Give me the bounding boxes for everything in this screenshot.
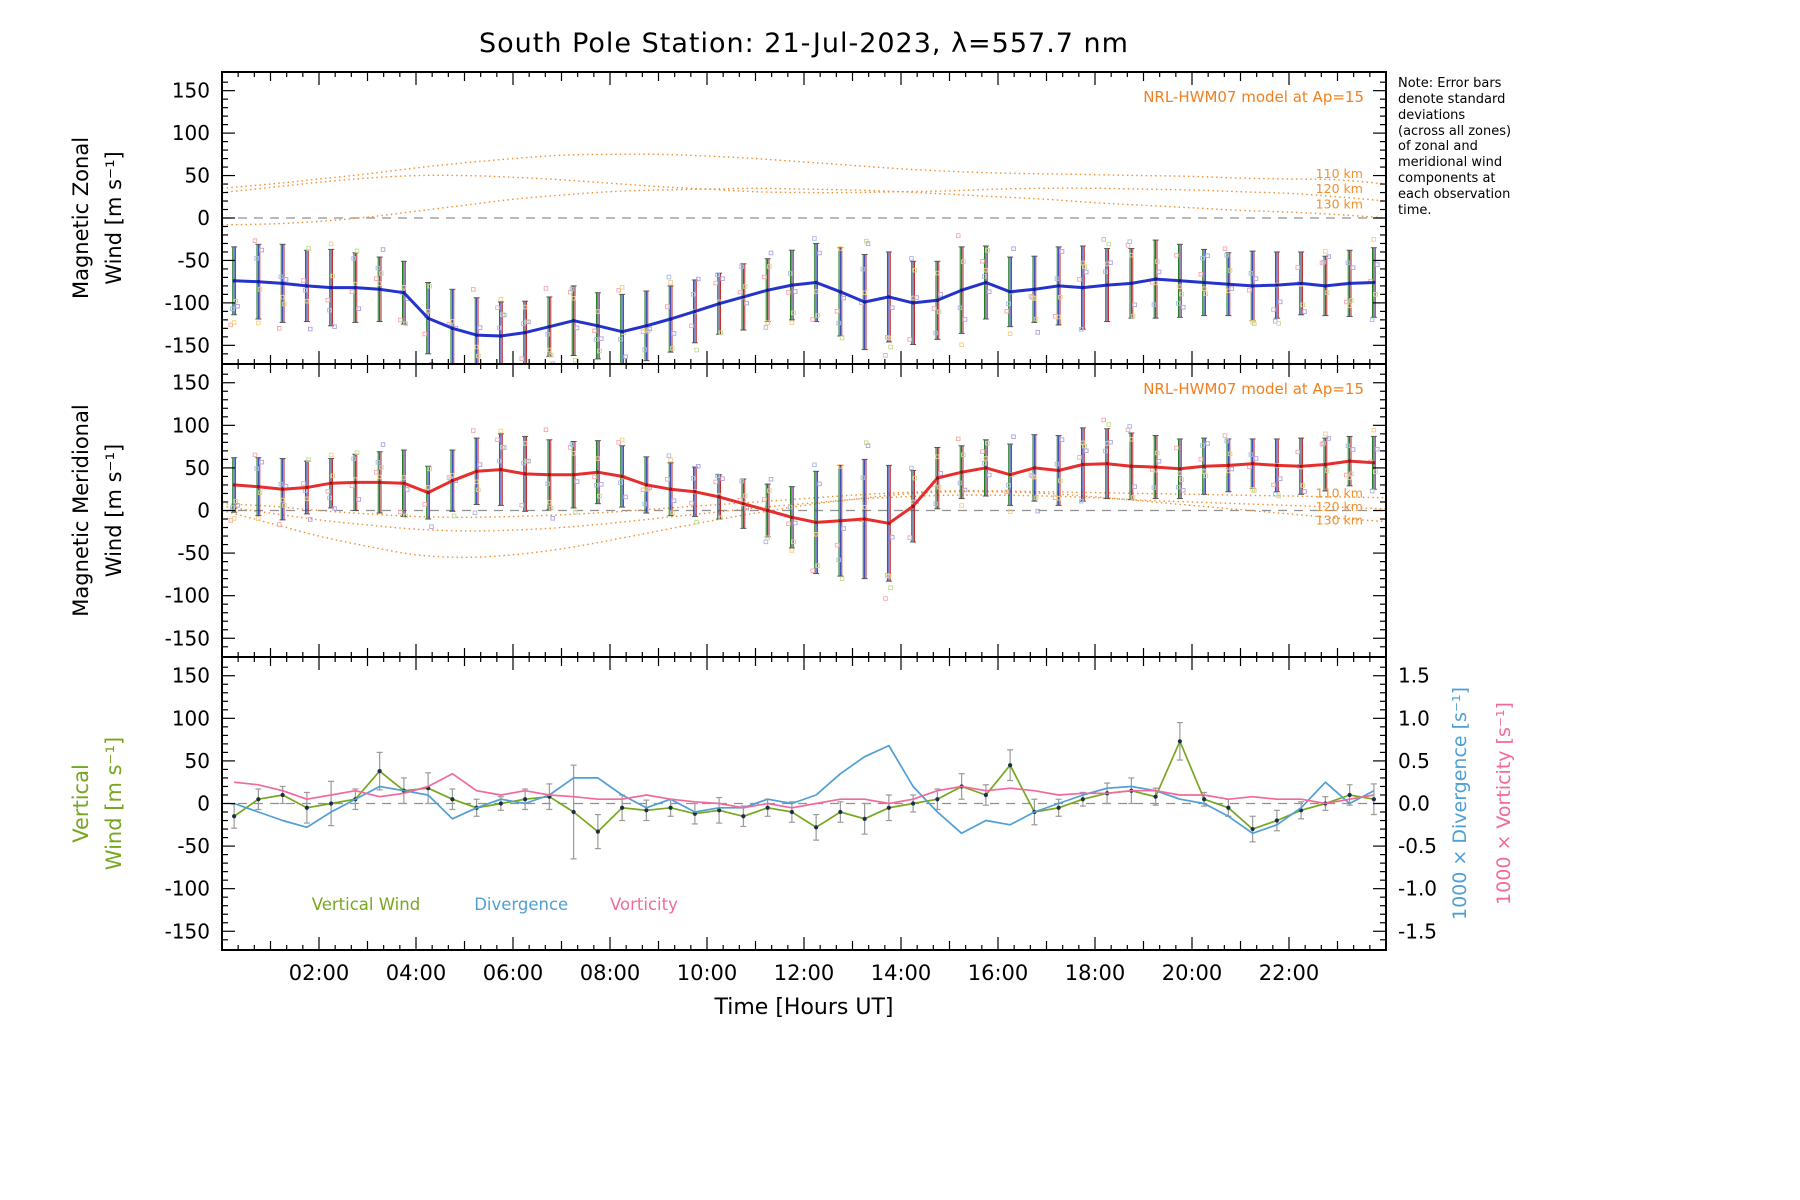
svg-text:50: 50 — [185, 164, 210, 188]
svg-text:06:00: 06:00 — [483, 961, 544, 985]
svg-text:02:00: 02:00 — [289, 961, 350, 985]
svg-text:-1.0: -1.0 — [1398, 877, 1437, 901]
svg-text:110 km: 110 km — [1316, 166, 1363, 181]
model-curve-hwm07-120km — [223, 494, 1385, 532]
svg-text:110 km: 110 km — [1316, 485, 1363, 500]
svg-text:150: 150 — [172, 371, 210, 395]
svg-text:150: 150 — [172, 79, 210, 103]
model-curve-hwm07-130km — [223, 490, 1385, 559]
svg-text:14:00: 14:00 — [871, 961, 932, 985]
svg-text:Time [Hours UT]: Time [Hours UT] — [714, 995, 894, 1020]
svg-text:130 km: 130 km — [1316, 196, 1363, 211]
svg-text:Divergence: Divergence — [474, 895, 568, 914]
series-vorticity — [234, 772, 1375, 809]
svg-text:Vertical: Vertical — [69, 764, 93, 843]
series-divergence — [233, 744, 1375, 835]
svg-text:20:00: 20:00 — [1162, 961, 1223, 985]
note-text: Note: Error bars denote standard deviati… — [1398, 76, 1512, 218]
svg-text:0: 0 — [197, 499, 210, 523]
svg-text:100: 100 — [172, 413, 210, 437]
svg-text:1000 × Vorticity [s⁻¹]: 1000 × Vorticity [s⁻¹] — [1493, 702, 1515, 905]
svg-text:50: 50 — [185, 456, 210, 480]
svg-text:50: 50 — [185, 749, 210, 773]
svg-text:-0.5: -0.5 — [1398, 834, 1437, 858]
svg-text:12:00: 12:00 — [774, 961, 835, 985]
svg-text:Wind [m s⁻¹]: Wind [m s⁻¹] — [102, 151, 126, 284]
svg-text:0.0: 0.0 — [1398, 792, 1430, 816]
svg-text:18:00: 18:00 — [1065, 961, 1126, 985]
svg-text:NRL-HWM07 model at Ap=15: NRL-HWM07 model at Ap=15 — [1143, 88, 1364, 106]
svg-text:100: 100 — [172, 121, 210, 145]
svg-text:1.0: 1.0 — [1398, 706, 1430, 730]
svg-text:-50: -50 — [177, 248, 210, 272]
model-curve-hwm07-120km — [223, 174, 1385, 202]
svg-text:-150: -150 — [165, 626, 210, 650]
svg-text:0: 0 — [197, 206, 210, 230]
svg-text:-50: -50 — [177, 834, 210, 858]
svg-text:1000 × Divergence [s⁻¹]: 1000 × Divergence [s⁻¹] — [1449, 687, 1471, 920]
svg-text:150: 150 — [172, 664, 210, 688]
svg-text:NRL-HWM07 model at Ap=15: NRL-HWM07 model at Ap=15 — [1143, 380, 1364, 398]
svg-text:10:00: 10:00 — [677, 961, 738, 985]
magnetic-zonal-wind-line — [234, 277, 1374, 338]
svg-text:1.5: 1.5 — [1398, 664, 1430, 688]
svg-text:120 km: 120 km — [1316, 181, 1363, 196]
magnetic-zonal-wind-labels: -150 -100 -50 0 50 100 150 Magnetic Zonal Wind [… — [69, 79, 1364, 358]
magnetic-meridional-wind-data — [223, 417, 1385, 601]
svg-text:22:00: 22:00 — [1259, 961, 1320, 985]
svg-text:120 km: 120 km — [1316, 499, 1363, 514]
vertical-wind-divergence-vorticity-data — [223, 721, 1385, 860]
svg-text:Vorticity: Vorticity — [610, 895, 678, 914]
vertical-wind-divergence-vorticity-axes — [221, 656, 1387, 951]
svg-text:04:00: 04:00 — [386, 961, 447, 985]
svg-text:Wind [m s⁻¹]: Wind [m s⁻¹] — [102, 444, 126, 577]
svg-text:-50: -50 — [177, 541, 210, 565]
svg-text:-1.5: -1.5 — [1398, 919, 1437, 943]
magnetic-zonal-wind-data — [223, 153, 1385, 363]
model-curve-hwm07-110km — [223, 153, 1385, 189]
svg-text:16:00: 16:00 — [968, 961, 1029, 985]
svg-text:Magnetic Meridional: Magnetic Meridional — [69, 404, 93, 616]
svg-text:Wind [m s⁻¹]: Wind [m s⁻¹] — [102, 737, 126, 870]
svg-text:-100: -100 — [165, 877, 210, 901]
svg-text:Magnetic Zonal: Magnetic Zonal — [69, 137, 93, 299]
svg-text:0: 0 — [197, 792, 210, 816]
svg-text:-150: -150 — [165, 333, 210, 357]
svg-text:08:00: 08:00 — [580, 961, 641, 985]
svg-text:130 km: 130 km — [1316, 513, 1363, 528]
model-curve-hwm07-130km — [223, 187, 1385, 226]
svg-text:0.5: 0.5 — [1398, 749, 1430, 773]
svg-text:-100: -100 — [165, 584, 210, 608]
vertical-wind-divergence-vorticity-labels: -150 -100 -50 0 50 100 150 Vertical Wind [m s⁻¹]… — [69, 664, 1515, 1020]
chart-title: South Pole Station: 21-Jul-2023, λ=557.7… — [479, 28, 1129, 59]
svg-text:100: 100 — [172, 706, 210, 730]
svg-text:-100: -100 — [165, 291, 210, 315]
svg-text:Vertical Wind: Vertical Wind — [312, 895, 420, 914]
model-curve-hwm07-110km — [223, 490, 1385, 519]
magnetic-meridional-wind-labels: -150 -100 -50 0 50 100 150 Magnetic Meridional W… — [69, 371, 1364, 651]
series-vertical-wind — [233, 740, 1375, 833]
svg-text:-150: -150 — [165, 919, 210, 943]
magnetic-meridional-wind-line — [233, 459, 1375, 525]
